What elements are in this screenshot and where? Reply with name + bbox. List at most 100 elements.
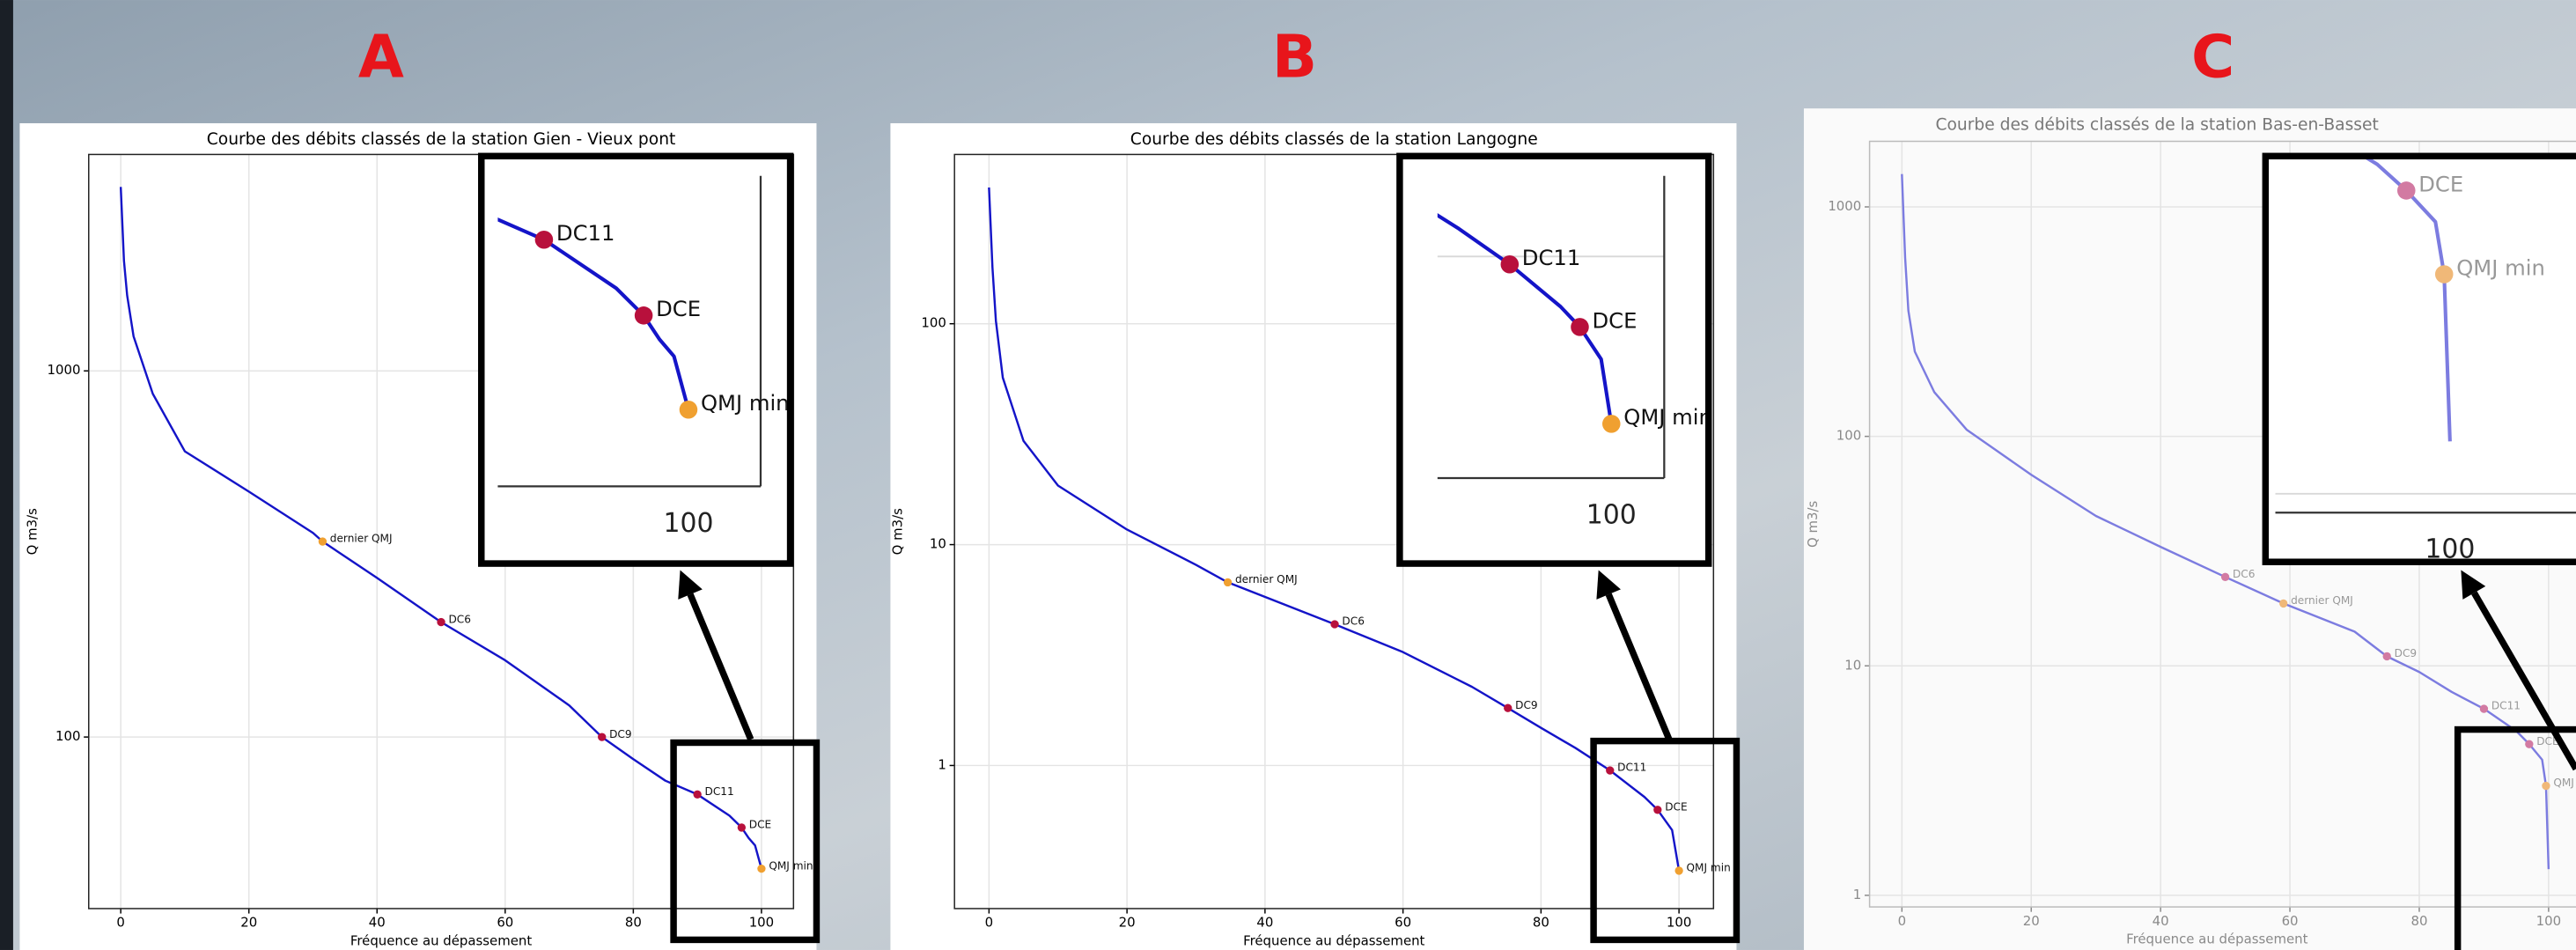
zoom-arrow-head (678, 570, 703, 600)
panel-letter: C (2191, 23, 2234, 92)
x-tick-label: 40 (369, 915, 386, 931)
point-label: DC11 (705, 785, 734, 798)
data-point (2542, 781, 2550, 791)
point-label: DC11 (1522, 245, 1580, 270)
panel-letter: A (358, 23, 404, 92)
inset: 100 DC11 DCE QMJ min (1437, 175, 1712, 530)
data-point (2382, 652, 2391, 661)
data-line (1437, 213, 1614, 424)
inset-frame (1396, 152, 1712, 567)
y-tick-label: 100 (921, 315, 946, 331)
point-label: QMJ min (1623, 404, 1712, 430)
y-tick-label: 1 (1853, 887, 1861, 902)
inset-x-tick-label: 100 (1586, 499, 1637, 530)
point-label: dernier QMJ (1235, 573, 1298, 585)
point-label: DCE (2418, 171, 2463, 196)
x-tick-label: 60 (2282, 913, 2299, 929)
point-label: DCE (1665, 800, 1687, 813)
point-label: DC9 (1515, 699, 1537, 711)
x-tick-label: 80 (625, 915, 642, 931)
data-point (2434, 265, 2454, 284)
point-label: DC9 (609, 728, 631, 740)
point-label: DCE (2536, 735, 2558, 747)
x-tick-label: 20 (240, 915, 257, 931)
point-label: DC9 (2395, 647, 2417, 659)
inset-curve (497, 217, 690, 410)
point-label: QMJ min (1687, 862, 1731, 874)
chart-title: Courbe des débits classés de la station … (207, 130, 676, 149)
data-point (2479, 704, 2489, 713)
x-tick-label: 0 (116, 915, 124, 931)
chart-title: Courbe des débits classés de la station … (1935, 115, 2378, 134)
data-point (1571, 318, 1589, 336)
inset: 100 DC11 DCE QMJ min (497, 175, 790, 539)
data-line (119, 187, 763, 869)
x-tick-label: 100 (2536, 913, 2561, 929)
data-point (1602, 415, 1621, 433)
data-point (437, 617, 445, 627)
x-tick-label: 40 (1256, 915, 1273, 931)
data-point (2220, 572, 2230, 581)
point-label: QMJ min (769, 859, 813, 872)
chart-title: Courbe des débits classés de la station … (1130, 130, 1538, 149)
data-point (1500, 254, 1520, 274)
inset-curve (1437, 213, 1614, 424)
point-label: DC11 (556, 220, 615, 246)
x-tick-label: 100 (1667, 915, 1691, 931)
point-label: QMJ min (701, 390, 790, 416)
y-tick-label: 1000 (1828, 198, 1861, 214)
x-tick-label: 100 (749, 915, 774, 931)
left-edge (0, 0, 13, 950)
zoom-arrow-head (2461, 570, 2486, 600)
zoom-arrow-head (1596, 570, 1621, 600)
y-tick-label: 100 (1836, 428, 1861, 444)
data-point (737, 823, 747, 832)
x-tick-label: 80 (1533, 915, 1549, 931)
x-tick-label: 0 (985, 915, 993, 931)
plot-frame (953, 153, 1715, 909)
data-point (2279, 599, 2288, 608)
zoom-box (670, 739, 821, 944)
data-point (1330, 620, 1339, 629)
inset-background (1399, 156, 1709, 564)
data-point (2396, 181, 2416, 200)
data-line (2366, 159, 2452, 442)
panel-letter: B (1272, 23, 1317, 92)
point-label: DC6 (448, 613, 470, 625)
y-axis-label: Q m3/s (24, 508, 40, 555)
y-tick-label: 1000 (47, 362, 80, 378)
point-label: DC11 (2491, 700, 2521, 712)
x-tick-label: 60 (1395, 915, 1411, 931)
data-point (757, 864, 766, 873)
x-tick-label: 60 (497, 915, 513, 931)
inset-x-tick-label: 100 (663, 508, 713, 539)
x-tick-label: 20 (2023, 913, 2040, 929)
data-point (679, 401, 698, 419)
data-line (988, 187, 1681, 872)
x-axis-label: Fréquence au dépassement (1243, 932, 1424, 948)
inset-frame (2262, 152, 2576, 565)
point-label: DCE (749, 819, 771, 831)
x-axis-label: Fréquence au dépassement (350, 932, 532, 948)
x-tick-label: 40 (2153, 913, 2169, 929)
inset-x-tick-label: 100 (2425, 534, 2475, 565)
zoom-arrow (687, 593, 754, 741)
data-point (1504, 703, 1512, 712)
point-label: DCE (656, 296, 701, 321)
data-line (497, 217, 690, 410)
zoom-box (2454, 725, 2576, 950)
data-point (1223, 578, 1233, 587)
inset: 100 DCE QMJ min (2275, 159, 2576, 565)
point-label: dernier QMJ (2291, 594, 2353, 607)
x-axis-label: Fréquence au dépassement (2126, 931, 2307, 946)
y-tick-label: 10 (1844, 657, 1861, 673)
point-label: DC6 (1342, 615, 1364, 628)
y-tick-label: 1 (938, 756, 946, 772)
data-point (318, 537, 328, 546)
point-label: QMJ min (2553, 777, 2576, 789)
inset-background (481, 156, 791, 564)
point-label: QMJ min (2456, 254, 2545, 280)
y-tick-label: 100 (55, 728, 80, 744)
